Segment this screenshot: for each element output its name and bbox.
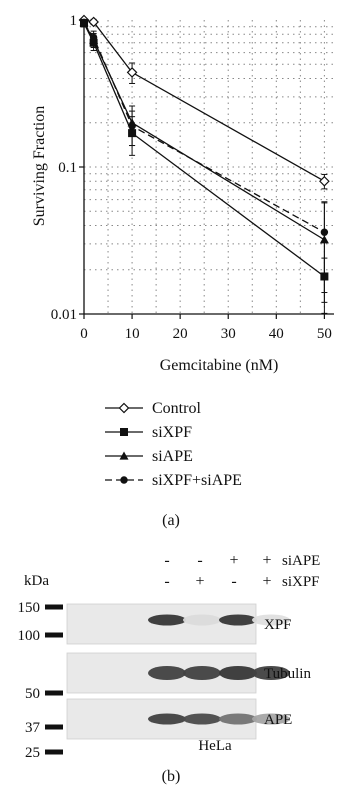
square-marker [120, 428, 128, 436]
series-line [83, 22, 325, 241]
x-tick-label: 40 [269, 326, 284, 342]
x-tick-label: 50 [317, 326, 332, 342]
diamond-marker [126, 67, 138, 78]
band [148, 713, 186, 725]
series-line [83, 19, 325, 182]
circle-marker [89, 33, 98, 42]
mw-marker-tick [45, 724, 63, 730]
chart-legend: Control siXPF siAPE siXPF+siAPE [105, 400, 242, 489]
series-sixpf-siape [80, 19, 329, 294]
band [148, 614, 186, 626]
triangle-marker [119, 451, 129, 460]
band [183, 713, 221, 725]
band-label: Tubulin [264, 666, 311, 682]
mw-marker-tick [45, 690, 63, 696]
y-tick-label: 0.01 [51, 307, 77, 323]
y-tick-labels: 0.01 0.1 1 [51, 13, 77, 323]
series-line [83, 22, 325, 233]
band [219, 614, 257, 626]
x-tick-label: 30 [221, 326, 236, 342]
condition-sign: + [229, 552, 238, 569]
mw-marker-tick [45, 604, 63, 610]
condition-sign: + [262, 573, 271, 590]
circle-marker [80, 19, 88, 27]
band [183, 666, 221, 680]
grid-lines [84, 20, 334, 314]
circle-marker [120, 476, 128, 484]
condition-sign: - [197, 552, 202, 569]
x-tick-label: 10 [125, 326, 140, 342]
kda-label: kDa [24, 573, 49, 589]
x-tick-labels: 0 10 20 30 40 50 [80, 326, 332, 342]
blot-condition-labels: siAPE siXPF [282, 553, 320, 590]
band [148, 666, 186, 680]
mw-marker-label: 50 [25, 686, 40, 702]
x-tick-label: 20 [173, 326, 188, 342]
band [219, 666, 257, 680]
y-tick-label: 1 [70, 13, 78, 29]
band [252, 614, 290, 626]
legend-label: siXPF+siAPE [152, 472, 242, 489]
condition-sign: + [195, 573, 204, 590]
mw-marker-label: 150 [18, 600, 41, 616]
condition-label: siAPE [282, 553, 320, 569]
mw-marker-label: 37 [25, 720, 41, 736]
blot-strip-tubulin: Tubulin [66, 652, 311, 694]
condition-sign: - [231, 573, 236, 590]
legend-entry: siAPE [105, 448, 193, 465]
mw-marker-tick [45, 749, 63, 755]
condition-sign: - [164, 552, 169, 569]
survival-chart: 0 10 20 30 40 50 0.01 0.1 1 Gemcitabine (nM) Su… [31, 13, 334, 374]
band-label: APE [264, 712, 292, 728]
cell-line-label: HeLa [198, 738, 232, 754]
mw-marker-label: 25 [25, 745, 40, 761]
y-tick-label: 0.1 [58, 160, 77, 176]
western-blot: - - + + - + - + siAPE siXPF kDa 150 100 50 37 25 XPF… [18, 552, 321, 785]
diamond-marker [319, 175, 330, 187]
series-layer [78, 14, 330, 314]
series-control [78, 14, 330, 190]
molecular-weight-markers: 150 100 50 37 25 [18, 600, 63, 761]
mw-marker-tick [45, 632, 63, 638]
panel-label-b: (b) [162, 768, 181, 785]
condition-sign: + [262, 552, 271, 569]
legend-entry: Control [105, 400, 201, 417]
blot-strip-xpf: XPF [66, 603, 292, 645]
condition-sign: - [164, 573, 169, 590]
blot-strip-ape: APE [66, 698, 292, 740]
band [183, 614, 221, 626]
legend-label: siXPF [152, 424, 192, 441]
x-tick-label: 0 [80, 326, 88, 342]
circle-marker [320, 228, 329, 236]
panel-label-a: (a) [162, 512, 180, 529]
band [252, 713, 290, 725]
y-axis-title: Surviving Fraction [31, 106, 48, 226]
mw-marker-label: 100 [18, 628, 41, 644]
series-line [83, 22, 325, 277]
band [252, 666, 290, 680]
diamond-marker [118, 402, 130, 414]
diamond-marker [88, 16, 99, 28]
blot-strips: XPF Tubulin APE [66, 603, 311, 740]
band-label: XPF [264, 617, 292, 633]
legend-entry: siXPF+siAPE [105, 472, 242, 489]
legend-label: siAPE [152, 448, 193, 465]
condition-label: siXPF [282, 574, 320, 590]
circle-marker [128, 122, 136, 130]
x-axis-title: Gemcitabine (nM) [160, 357, 279, 374]
legend-label: Control [152, 400, 201, 417]
legend-entry: siXPF [105, 424, 192, 441]
band [219, 713, 257, 725]
blot-condition-signs: - - + + - + - + [164, 552, 271, 590]
series-siape [79, 18, 329, 314]
series-sixpf [80, 19, 329, 303]
